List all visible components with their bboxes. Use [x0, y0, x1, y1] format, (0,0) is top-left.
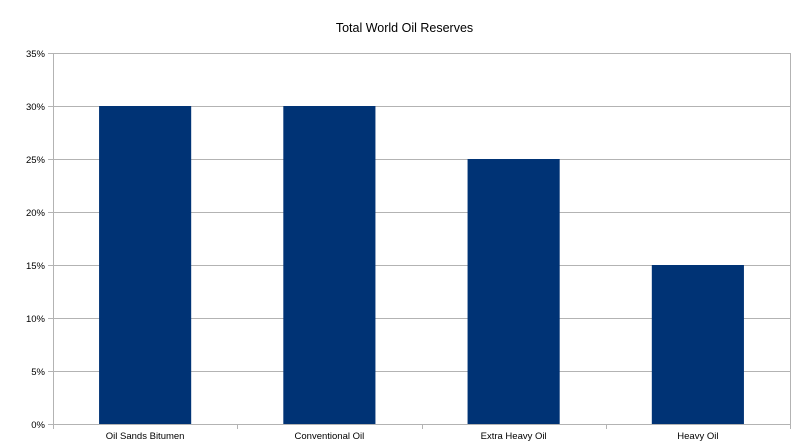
x-tick-label: Heavy Oil [677, 431, 718, 442]
x-tick-label: Conventional Oil [295, 431, 365, 442]
y-tick-label: 30% [26, 102, 46, 113]
chart-title: Total World Oil Reserves [335, 21, 474, 35]
y-tick-label: 25% [26, 155, 46, 166]
y-tick-label: 0% [31, 420, 45, 431]
bar [99, 106, 192, 424]
bar [651, 265, 744, 424]
y-tick-label: 5% [31, 367, 45, 378]
y-tick-label: 10% [26, 314, 46, 325]
x-tick-label: Extra Heavy Oil [481, 431, 547, 442]
y-tick-label: 20% [26, 208, 46, 219]
y-tick-label: 15% [26, 261, 46, 272]
bar [467, 159, 560, 424]
x-tick-label: Oil Sands Bitumen [106, 431, 185, 442]
y-tick-label: 35% [26, 49, 46, 60]
bar [283, 106, 376, 424]
